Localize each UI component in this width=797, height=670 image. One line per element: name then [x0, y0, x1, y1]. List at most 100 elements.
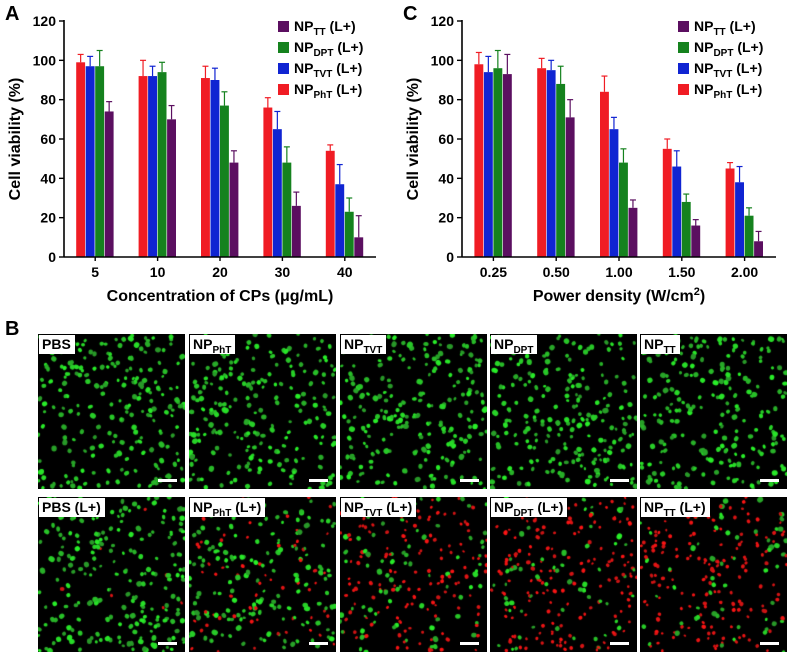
- x-tick-label: 1.00: [605, 264, 632, 280]
- micrograph-label-main: NP: [494, 336, 514, 352]
- legend-label-pht: NPPhT (L+): [694, 81, 762, 101]
- bar-tt-5: [104, 111, 114, 257]
- bar-dpt-0.25: [493, 68, 503, 257]
- micrograph-top-2: NPPhT: [189, 334, 336, 489]
- bar-pht-20: [201, 78, 210, 258]
- micrograph-label-suffix: (L+): [675, 499, 706, 515]
- y-tick-label: 100: [431, 52, 455, 68]
- panel-letter-b: B: [5, 318, 20, 340]
- legend-swatch-tvt: [678, 63, 689, 74]
- micrograph-label: PBS (L+): [39, 498, 105, 517]
- legend-swatch-tt: [678, 21, 689, 32]
- scale-bar: [460, 479, 479, 482]
- micrograph-label: NPTT (L+): [641, 498, 710, 518]
- bar-dpt-40: [344, 211, 354, 257]
- micrograph-top-1: PBS: [38, 334, 185, 489]
- legend-swatch-tt: [278, 21, 289, 32]
- micrograph-label-main: PBS (L+): [42, 499, 101, 515]
- micrograph-label: NPDPT (L+): [491, 498, 568, 519]
- micrograph-label-subscript: TT: [663, 344, 676, 356]
- bar-tvt-2.00: [735, 182, 744, 257]
- y-axis-label: Cell viability (%): [405, 78, 422, 201]
- micrograph-label-subscript: DPT: [513, 507, 534, 519]
- micrograph-top-5: NPTT: [640, 334, 787, 489]
- legend-label-pht: NPPhT (L+): [294, 81, 362, 101]
- scale-bar: [460, 642, 479, 645]
- legend-swatch-pht: [278, 84, 289, 95]
- bar-pht-30: [263, 107, 273, 258]
- bar-tvt-1.00: [609, 129, 619, 257]
- legend-swatch-dpt: [278, 42, 289, 53]
- bar-tvt-30: [272, 129, 282, 257]
- fluorescence-image: [189, 334, 336, 489]
- bar-dpt-1.50: [681, 201, 691, 257]
- bar-pht-10: [138, 76, 148, 257]
- micrograph-label-main: NP: [344, 336, 364, 352]
- bar-tt-0.50: [565, 117, 575, 257]
- legend-swatch-pht: [678, 84, 689, 95]
- micrograph-label-subscript: DPT: [513, 344, 534, 356]
- legend-label-tt: NPTT (L+): [694, 18, 756, 38]
- micrograph-label: PBS: [39, 335, 75, 354]
- bar-pht-1.50: [662, 148, 672, 257]
- micrograph-bottom-2: NPPhT (L+): [189, 497, 336, 652]
- micrograph-bottom-3: NPTVT (L+): [340, 497, 487, 652]
- bar-pht-5: [76, 62, 86, 257]
- x-axis-label: Concentration of CPs (μg/mL): [107, 288, 334, 305]
- micrograph-bottom-5: NPTT (L+): [640, 497, 787, 652]
- y-tick-label: 100: [33, 52, 57, 68]
- bar-tt-10: [167, 119, 176, 257]
- fluorescence-image: [340, 334, 487, 489]
- panel-letter-c: C: [403, 3, 418, 25]
- fluorescence-image: [189, 497, 336, 652]
- y-tick-label: 20: [40, 210, 56, 226]
- legend-label-tvt: NPTVT (L+): [694, 60, 762, 80]
- micrograph-bottom-1: PBS (L+): [38, 497, 185, 652]
- micrograph-label-main: NP: [344, 499, 364, 515]
- bar-tt-30: [291, 205, 301, 257]
- scale-bar: [158, 642, 177, 645]
- y-tick-label: 60: [40, 131, 56, 147]
- bar-dpt-1.00: [619, 162, 628, 257]
- scale-bar: [760, 642, 779, 645]
- micrograph-label-suffix: (L+): [533, 499, 564, 515]
- y-tick-label: 80: [438, 92, 454, 108]
- scale-bar: [610, 479, 629, 482]
- x-axis-label: Power density (W/cm2): [533, 286, 705, 305]
- bar-dpt-30: [282, 162, 292, 257]
- y-tick-label: 120: [33, 13, 57, 29]
- legend-label-dpt: NPDPT (L+): [294, 39, 363, 59]
- x-tick-label: 1.50: [668, 264, 695, 280]
- bar-dpt-10: [157, 72, 167, 257]
- fluorescence-image: [38, 334, 185, 489]
- micrograph-label-main: NP: [193, 499, 213, 515]
- x-tick-label: 40: [337, 264, 353, 280]
- legend-label-tt: NPTT (L+): [294, 18, 356, 38]
- bar-tt-1.50: [691, 225, 701, 257]
- fluorescence-image: [340, 497, 487, 652]
- bar-dpt-5: [95, 66, 105, 257]
- fluorescence-image: [490, 497, 637, 652]
- fluorescence-image: [38, 497, 185, 652]
- y-axis-label: Cell viability (%): [7, 78, 24, 201]
- legend-label-tvt: NPTVT (L+): [294, 60, 362, 80]
- bar-tt-2.00: [754, 241, 763, 257]
- chart-2: 0 20 40 60 80 100 120 0.25 0.50 1.00 1.50 2.00 Power…: [405, 13, 776, 305]
- scale-bar: [158, 479, 177, 482]
- scale-bar: [309, 479, 328, 482]
- bar-tvt-40: [335, 184, 345, 257]
- bar-tt-0.25: [502, 74, 512, 257]
- micrograph-label-main: PBS: [42, 336, 71, 352]
- bar-tvt-1.50: [672, 166, 682, 257]
- bar-tt-20: [229, 162, 239, 257]
- x-tick-label: 30: [275, 264, 291, 280]
- bar-pht-0.50: [537, 68, 547, 257]
- x-tick-label: 5: [91, 264, 99, 280]
- x-tick-label: 20: [212, 264, 228, 280]
- bar-dpt-2.00: [744, 215, 754, 257]
- micrograph-label: NPTT: [641, 335, 680, 356]
- bar-dpt-0.50: [556, 83, 566, 257]
- micrograph-top-4: NPDPT: [490, 334, 637, 489]
- micrograph-label: NPDPT: [491, 335, 538, 356]
